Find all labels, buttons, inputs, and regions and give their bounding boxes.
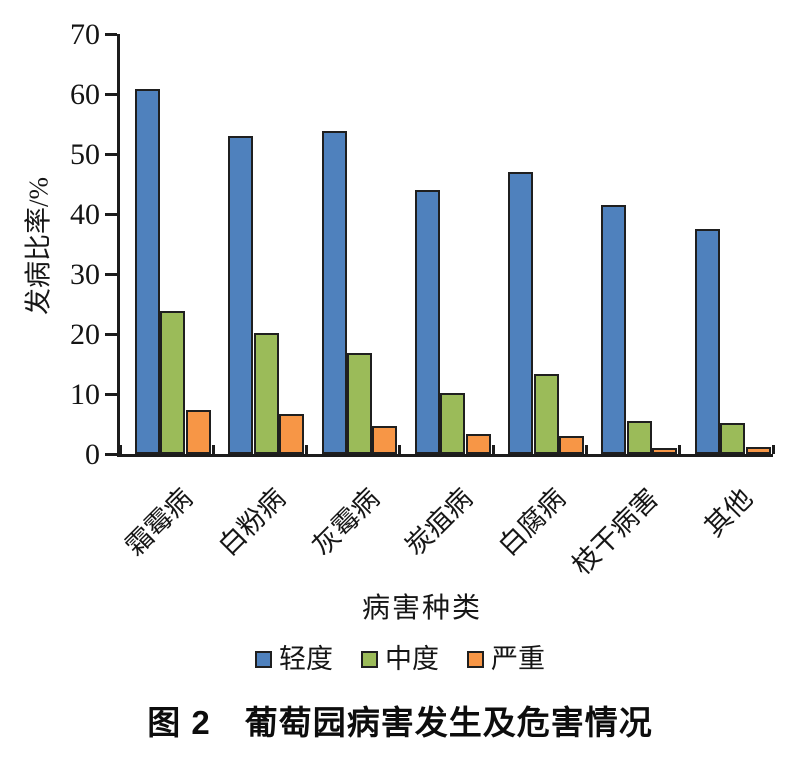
bar-moderate-downy-mildew <box>160 311 186 454</box>
y-tick-70 <box>105 33 117 36</box>
bar-moderate-anthracnose <box>440 392 466 454</box>
x-tick-2 <box>305 445 309 454</box>
bar-mild-downy-mildew <box>135 89 160 454</box>
x-tick-1 <box>211 445 215 454</box>
y-tick-label-10: 10 <box>70 378 100 411</box>
plot-area: 0 10 20 30 40 50 60 70 霜霉病 白粉病 灰霉病 炭疽病 白腐病 枝干病害 其他 <box>70 20 775 581</box>
category-label-trunk-disease: 枝干病害 <box>567 482 665 581</box>
bar-mild-powdery-mildew <box>228 136 254 454</box>
bar-severe-gray-mold <box>372 425 398 454</box>
y-tick-label-20: 20 <box>70 318 100 351</box>
legend-item-mild: 轻度 <box>255 646 333 673</box>
bar-severe-downy-mildew <box>185 410 211 454</box>
category-label-others: 其他 <box>698 482 758 543</box>
bar-moderate-white-rot <box>533 374 559 454</box>
x-tick-4 <box>491 445 495 454</box>
bar-severe-anthracnose <box>465 434 491 454</box>
y-tick-20 <box>105 333 117 336</box>
y-tick-label-30: 30 <box>70 258 100 291</box>
legend-label-moderate: 中度 <box>385 644 439 674</box>
bar-severe-trunk-disease <box>652 448 678 454</box>
bar-severe-others <box>745 446 771 454</box>
x-tick-3 <box>398 445 402 454</box>
bar-moderate-trunk-disease <box>626 421 652 454</box>
legend-swatch-severe <box>467 651 484 668</box>
legend-label-severe: 严重 <box>491 644 545 674</box>
figure-caption: 图 2 葡萄园病害发生及危害情况 <box>147 704 653 741</box>
category-label-gray-mold: 灰霉病 <box>306 482 385 562</box>
bar-mild-anthracnose <box>414 190 440 454</box>
bar-severe-white-rot <box>558 436 584 454</box>
y-tick-label-60: 60 <box>70 78 100 111</box>
y-tick-label-70: 70 <box>70 18 100 51</box>
y-tick-0 <box>105 453 117 456</box>
bar-moderate-others <box>720 422 746 454</box>
bar-mild-gray-mold <box>321 131 347 454</box>
y-tick-40 <box>105 213 117 216</box>
category-label-white-rot: 白腐病 <box>492 482 572 562</box>
x-tick-0 <box>118 445 122 454</box>
legend-swatch-moderate <box>361 651 378 668</box>
bar-mild-others <box>694 229 720 454</box>
bar-severe-powdery-mildew <box>279 414 305 454</box>
legend-item-severe: 严重 <box>467 646 545 673</box>
category-label-downy-mildew: 霜霉病 <box>119 482 199 562</box>
y-tick-60 <box>105 93 117 96</box>
x-tick-6 <box>678 445 682 454</box>
category-label-anthracnose: 炭疽病 <box>399 482 479 562</box>
bar-mild-trunk-disease <box>601 205 627 454</box>
category-label-powdery-mildew: 白粉病 <box>212 482 292 562</box>
y-axis-title: 发病比率/% <box>23 177 54 315</box>
y-tick-50 <box>105 153 117 156</box>
legend-swatch-mild <box>255 651 272 668</box>
y-tick-10 <box>105 393 117 396</box>
legend-item-moderate: 中度 <box>361 646 439 673</box>
x-axis-title: 病害种类 <box>361 593 482 624</box>
bar-mild-white-rot <box>508 172 534 454</box>
legend: 轻度 中度 严重 <box>0 646 800 673</box>
y-tick-label-50: 50 <box>70 138 100 171</box>
x-tick-5 <box>584 445 588 454</box>
y-tick-label-0: 0 <box>85 438 100 471</box>
x-tick-7 <box>771 445 775 454</box>
y-tick-label-40: 40 <box>70 198 100 231</box>
bar-moderate-gray-mold <box>346 353 372 454</box>
bar-moderate-powdery-mildew <box>253 332 279 454</box>
legend-label-mild: 轻度 <box>279 644 333 674</box>
y-tick-30 <box>105 273 117 276</box>
